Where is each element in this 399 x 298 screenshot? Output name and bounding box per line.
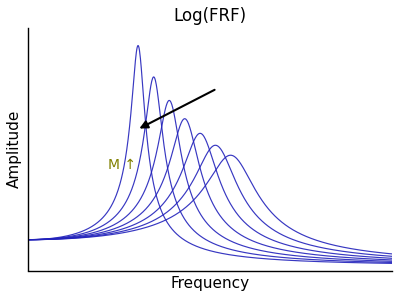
Y-axis label: Amplitude: Amplitude	[7, 110, 22, 188]
Text: M ↑: M ↑	[108, 158, 136, 172]
Title: Log(FRF): Log(FRF)	[173, 7, 246, 25]
X-axis label: Frequency: Frequency	[170, 276, 249, 291]
